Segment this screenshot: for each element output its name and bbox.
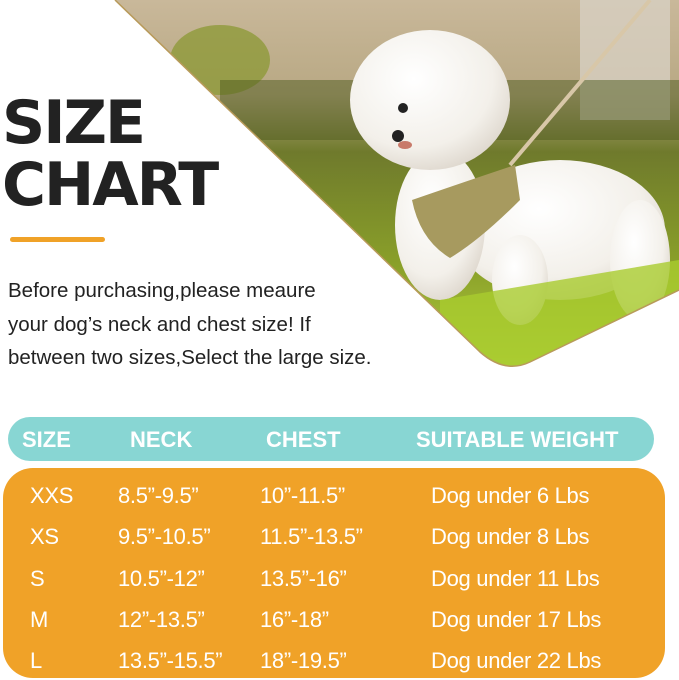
cell-weight: Dog under 22 Lbs [431, 648, 602, 674]
table-body: XXS 8.5”-9.5” 10”-11.5” Dog under 6 Lbs XS 9.… [3, 468, 665, 678]
cell-weight: Dog under 6 Lbs [431, 483, 590, 508]
header-suitable-weight: SUITABLE WEIGHT [416, 427, 619, 452]
cell-chest: 13.5”-16” [260, 565, 347, 591]
cell-neck: 12”-13.5” [118, 606, 205, 632]
description: Before purchasing,please meaure your dog… [8, 274, 448, 375]
description-line: between two sizes,Select the large size. [8, 346, 372, 369]
cell-size: XXS [30, 483, 74, 508]
table-row: XS 9.5”-10.5” 11.5”-13.5” Dog under 8 Lbs [3, 516, 665, 556]
title-underline [10, 237, 105, 242]
cell-size: M [30, 606, 49, 632]
dog-photo [114, 0, 679, 367]
header-size: SIZE [22, 427, 71, 452]
description-line: Before purchasing,please meaure [8, 279, 316, 302]
cell-size: S [30, 565, 45, 591]
table-header: SIZE NECK CHEST SUITABLE WEIGHT [8, 417, 654, 461]
page-title: SIZE CHART [2, 88, 219, 220]
cell-neck: 10.5”-12” [118, 565, 205, 591]
title-line-2: CHART [2, 150, 219, 220]
table-row: M 12”-13.5” 16”-18” Dog under 17 Lbs [3, 599, 665, 639]
cell-chest: 16”-18” [260, 606, 329, 632]
cell-weight: Dog under 8 Lbs [431, 524, 590, 550]
header-neck: NECK [130, 427, 193, 452]
cell-size: L [30, 648, 42, 674]
cell-size: XS [30, 524, 59, 550]
cell-chest: 11.5”-13.5” [260, 524, 363, 550]
table-row: XXS 8.5”-9.5” 10”-11.5” Dog under 6 Lbs [3, 475, 665, 515]
header-chest: CHEST [266, 427, 341, 452]
table-row: L 13.5”-15.5” 18”-19.5” Dog under 22 Lbs [3, 640, 665, 680]
cell-neck: 13.5”-15.5” [118, 648, 223, 674]
description-line: your dog’s neck and chest size! If [8, 312, 311, 336]
cell-weight: Dog under 17 Lbs [431, 606, 602, 632]
table-row: S 10.5”-12” 13.5”-16” Dog under 11 Lbs [3, 558, 665, 598]
cell-chest: 10”-11.5” [260, 483, 345, 508]
cell-neck: 8.5”-9.5” [118, 483, 199, 508]
cell-weight: Dog under 11 Lbs [431, 565, 600, 591]
cell-chest: 18”-19.5” [260, 648, 347, 674]
cell-neck: 9.5”-10.5” [118, 524, 211, 550]
title-line-1: SIZE [2, 88, 146, 158]
